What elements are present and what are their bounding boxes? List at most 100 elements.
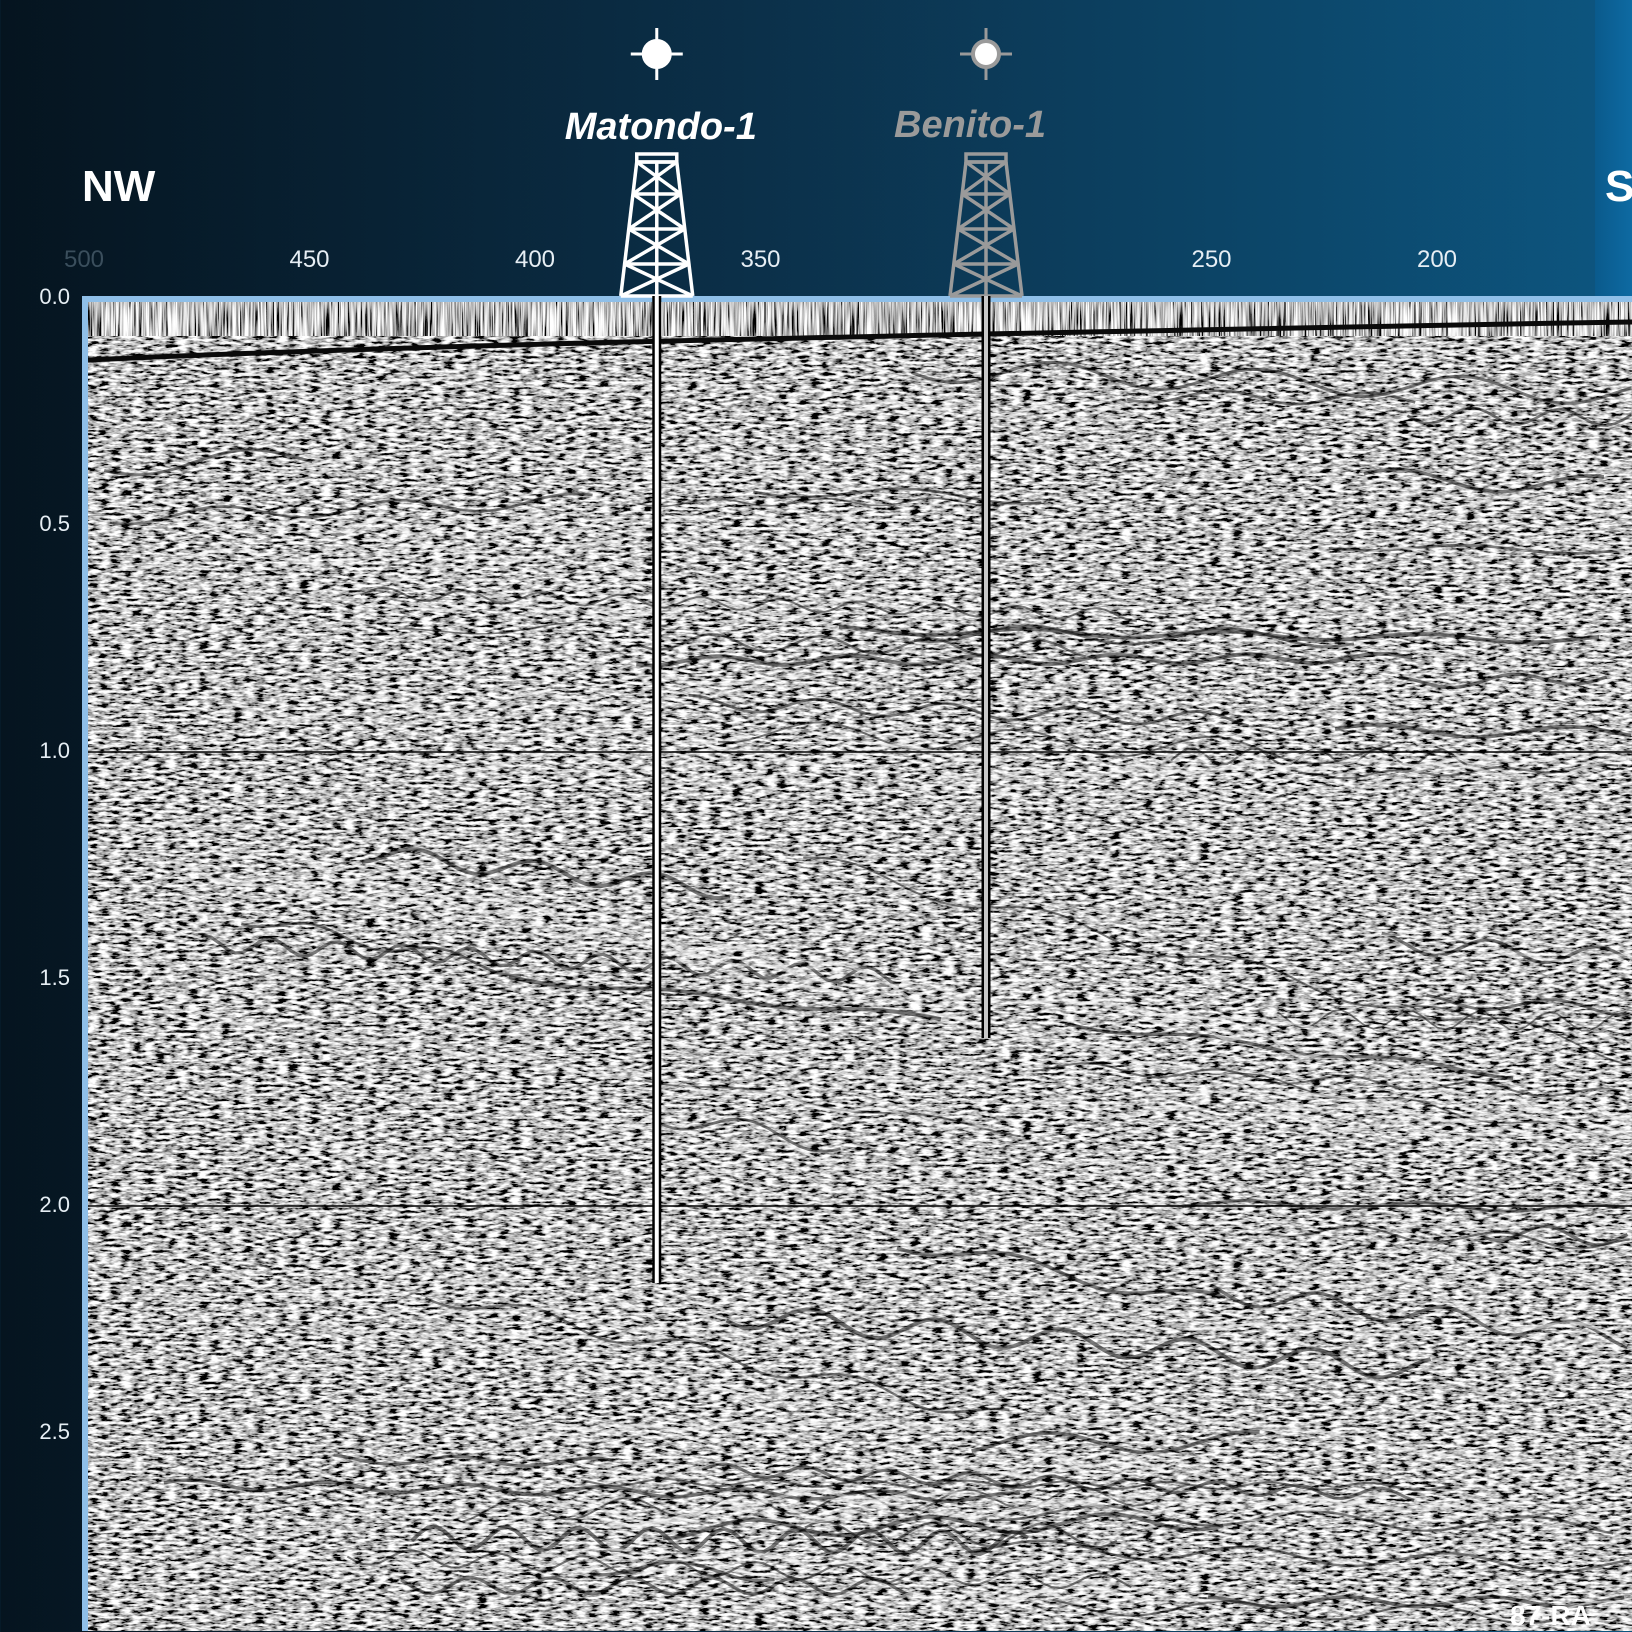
reflector	[1404, 1012, 1629, 1066]
reflector	[603, 1490, 1397, 1528]
reflector	[792, 595, 1561, 624]
reflector	[410, 658, 596, 680]
seismic-reflectors	[88, 319, 1632, 1631]
reflector	[1286, 1115, 1496, 1153]
reflector	[590, 1560, 775, 1583]
reflector	[398, 621, 591, 635]
reflector	[561, 1548, 1067, 1570]
reflector	[1061, 1159, 1255, 1177]
seismic-texture	[88, 302, 1632, 1631]
reflector	[195, 514, 902, 537]
reflector	[803, 856, 1476, 1020]
derrick-brace	[961, 192, 1015, 231]
y-tick-label: 2.0	[39, 1192, 70, 1217]
reflector	[1207, 1595, 1625, 1609]
reflector	[940, 751, 1630, 782]
reflector	[971, 1429, 1260, 1455]
reflector	[598, 1144, 1072, 1226]
reflector	[673, 465, 874, 491]
reflector	[913, 1547, 1546, 1582]
reflector	[410, 1524, 1029, 1557]
reflector	[334, 561, 664, 589]
reflector	[166, 1551, 928, 1575]
derrick-leg	[675, 161, 695, 297]
reflector	[202, 933, 900, 987]
x-tick-label: 350	[740, 246, 781, 273]
derrick-brace	[623, 262, 694, 298]
derrick-brace	[620, 262, 690, 298]
reflector	[674, 958, 1412, 1122]
reflector	[419, 992, 965, 1088]
reflector	[1313, 1601, 1627, 1631]
derrick-brace	[949, 262, 1019, 298]
y-tick-label: 0.5	[39, 511, 70, 536]
reflector	[582, 931, 808, 975]
reflector	[910, 783, 1224, 809]
reflector	[1132, 740, 1541, 774]
reflector	[659, 1290, 1405, 1367]
reflector	[1114, 1085, 1627, 1136]
derrick-brace	[623, 227, 686, 266]
timing-lines	[88, 751, 1632, 1207]
reflector	[838, 624, 1600, 645]
reflector	[225, 883, 619, 916]
reflector	[204, 373, 717, 393]
derrick-leg	[619, 161, 639, 297]
reflector	[1189, 681, 1632, 707]
reflector	[656, 1117, 841, 1153]
reflector	[346, 1549, 1132, 1590]
reflector	[191, 1272, 928, 1356]
derrick-brace	[631, 160, 678, 196]
reflector	[1276, 1009, 1630, 1032]
derrick-brace	[952, 227, 1015, 266]
reflector	[451, 1204, 1301, 1344]
reflector	[368, 1249, 706, 1338]
reflector	[393, 743, 1027, 773]
x-tick-label: 200	[1416, 246, 1458, 273]
derrick-brace	[964, 160, 1011, 196]
reflector	[1139, 1216, 1629, 1298]
well-name-label: Matondo-1	[564, 106, 757, 148]
reflector	[112, 492, 593, 526]
reflector	[1363, 467, 1605, 494]
reflector	[1409, 1593, 1627, 1621]
reflector	[717, 721, 1391, 765]
reflector	[252, 1131, 462, 1167]
reflector	[1052, 1598, 1573, 1625]
reflector	[896, 1246, 1226, 1300]
reflector	[1170, 747, 1468, 767]
reflector	[549, 1420, 967, 1444]
reflector	[1334, 722, 1632, 739]
derrick-brace	[631, 192, 686, 231]
derrick-icon	[619, 152, 695, 298]
reflector	[1032, 1062, 1625, 1098]
derrick-brace	[957, 192, 1011, 231]
reflector	[1216, 1502, 1625, 1525]
reflector	[461, 1483, 1191, 1523]
well-symbol-icon	[641, 39, 672, 69]
reflector	[753, 487, 1042, 505]
y-tick-label: 1.0	[39, 738, 70, 763]
reflector	[725, 1307, 1432, 1380]
derrick-leg	[948, 161, 968, 297]
reflector	[1373, 1086, 1631, 1121]
reflector	[703, 1485, 929, 1507]
derrick-brace	[957, 227, 1020, 266]
reflector	[1269, 1225, 1630, 1250]
reflector	[1314, 541, 1627, 566]
reflector	[400, 1575, 914, 1597]
reflector	[663, 1512, 1224, 1541]
water-bottom-reflector	[88, 319, 1632, 363]
reflector	[165, 857, 863, 973]
direction-label-nw: NW	[82, 162, 156, 211]
reflector	[361, 846, 731, 900]
reflector	[1381, 931, 1631, 965]
reflector	[911, 360, 1632, 405]
reflector	[701, 1462, 1415, 1502]
reflector	[965, 1539, 1630, 1574]
corner-label: 87-RA	[1510, 1600, 1591, 1631]
reflector	[637, 633, 1086, 658]
reflector	[240, 921, 522, 977]
reflector	[417, 594, 771, 615]
reflector	[788, 1489, 1461, 1512]
